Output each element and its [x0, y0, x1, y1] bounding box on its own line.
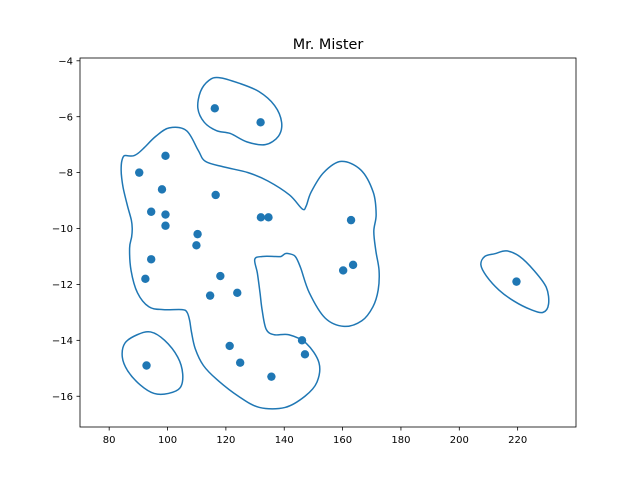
x-tick-label: 160 — [333, 435, 352, 446]
y-tick-label: −16 — [52, 392, 73, 403]
scatter-point-8 — [161, 210, 170, 219]
x-tick-label: 140 — [275, 435, 294, 446]
x-tick-label: 120 — [216, 435, 235, 446]
scatter-point-9 — [256, 213, 266, 222]
scatter-point-28 — [267, 372, 276, 381]
scatter-point-5 — [157, 185, 167, 194]
x-tick-label: 80 — [103, 435, 116, 446]
scatter-point-15 — [146, 255, 156, 264]
scatter-point-25 — [300, 350, 310, 359]
point-layer — [135, 104, 521, 381]
scatter-point-3 — [161, 151, 170, 161]
scatter-point-21 — [233, 288, 242, 298]
scatter-point-10 — [264, 213, 273, 222]
chart-title: Mr. Mister — [293, 37, 364, 53]
y-tick-label: −6 — [58, 112, 73, 123]
plot-frame — [79, 57, 577, 428]
scatter-point-11 — [346, 215, 356, 225]
scatter-point-16 — [348, 260, 358, 270]
density-contour-1 — [120, 126, 380, 410]
scatter-point-26 — [235, 358, 245, 367]
x-tick-label: 200 — [450, 435, 469, 446]
x-tick-label: 220 — [508, 435, 527, 446]
scatter-point-14 — [192, 241, 201, 250]
scatter-point-27 — [142, 361, 151, 370]
y-axis: −16 −14 −12 −10 −8 −6 −4 — [52, 56, 80, 403]
scatter-point-2 — [256, 118, 265, 127]
scatter-point-1 — [210, 104, 219, 113]
scatter-point-13 — [193, 229, 202, 239]
density-contour-4 — [121, 330, 184, 396]
scatter-point-23 — [297, 336, 307, 345]
scatter-point-22 — [205, 291, 215, 300]
scatter-point-4 — [135, 168, 144, 177]
scatter-point-7 — [146, 207, 156, 216]
y-tick-label: −4 — [58, 56, 73, 67]
density-contour-3 — [480, 250, 550, 314]
x-tick-label: 100 — [158, 435, 177, 446]
scatter-point-24 — [225, 341, 234, 351]
scatter-point-20 — [512, 277, 521, 286]
y-tick-label: −8 — [58, 168, 73, 179]
scatter-point-19 — [141, 274, 150, 284]
scatter-point-17 — [338, 266, 348, 275]
y-tick-label: −12 — [52, 280, 73, 291]
scatter-point-18 — [216, 271, 225, 281]
y-tick-label: −10 — [52, 224, 73, 235]
scatter-point-12 — [161, 221, 170, 230]
density-contour-2 — [196, 76, 283, 146]
scatter-point-6 — [211, 190, 220, 200]
contour-layer — [120, 76, 550, 410]
x-axis: 80 100 120 140 160 180 200 220 — [103, 427, 527, 446]
x-tick-label: 180 — [391, 435, 410, 446]
y-tick-label: −14 — [52, 336, 73, 347]
